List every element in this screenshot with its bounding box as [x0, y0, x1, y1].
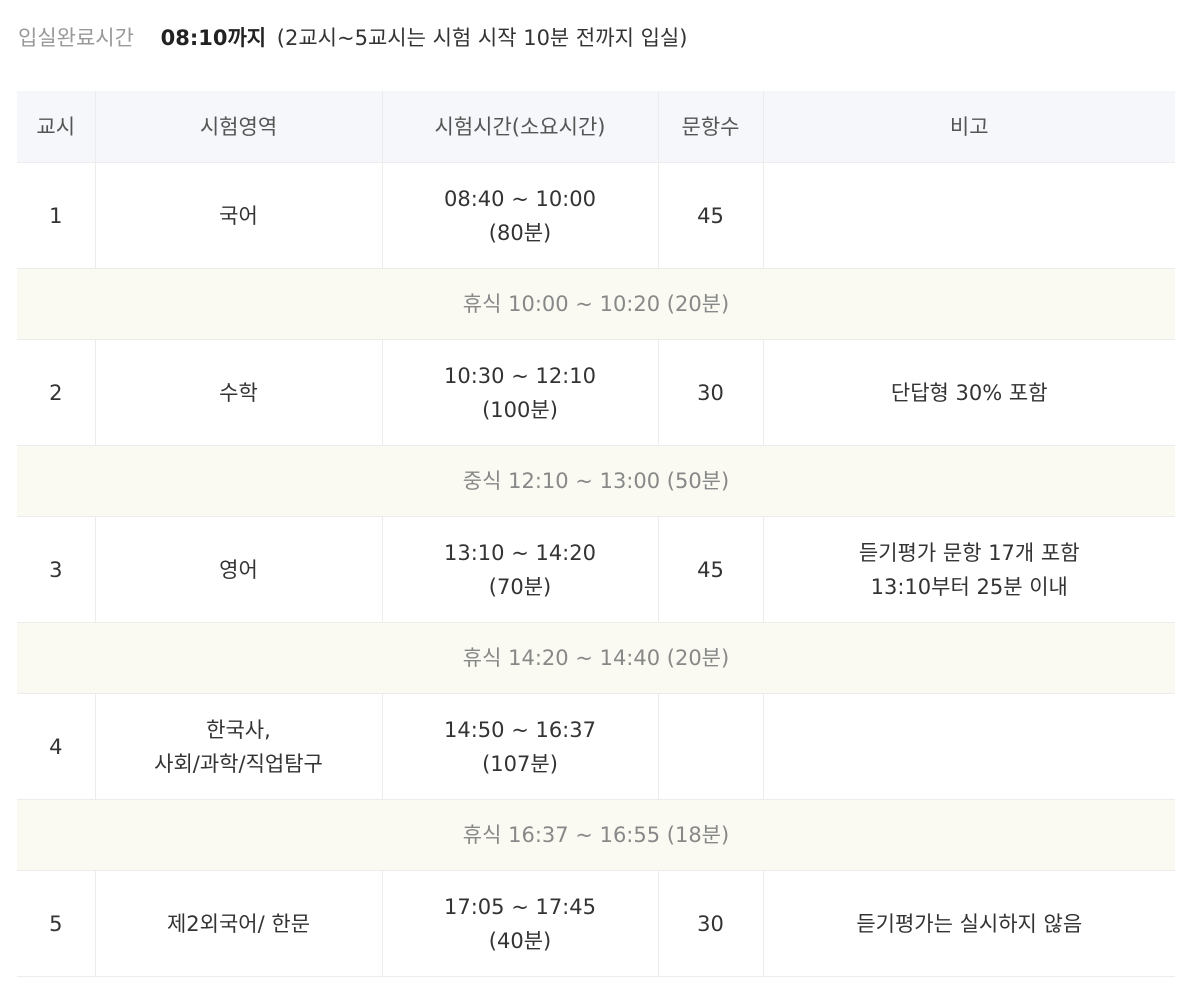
break-text: 휴식 10:00 ~ 10:20 (20분) [17, 268, 1175, 340]
count-cell: 45 [657, 162, 763, 269]
duration: (80분) [488, 220, 552, 245]
time-cell: 13:10 ~ 14:20 (70분) [381, 516, 658, 623]
duration: (107분) [482, 751, 558, 776]
period-cell: 4 [17, 693, 95, 800]
note-line: 13:10부터 25분 이내 [870, 574, 1068, 599]
break-row: 휴식 10:00 ~ 10:20 (20분) [17, 268, 1175, 340]
note-cell: 듣기평가 문항 17개 포함 13:10부터 25분 이내 [762, 516, 1175, 623]
exam-row: 1 국어 08:40 ~ 10:00 (80분) 45 [17, 162, 1175, 269]
subject: 영어 [219, 557, 258, 582]
note-cell: 단답형 30% 포함 [762, 339, 1175, 446]
subject: 국어 [219, 203, 258, 228]
note-line: 단답형 30% 포함 [890, 380, 1048, 405]
break-text: 중식 12:10 ~ 13:00 (50분) [17, 445, 1175, 517]
time-range: 14:50 ~ 16:37 [444, 717, 596, 742]
time-range: 17:05 ~ 17:45 [444, 894, 596, 919]
duration: (100분) [482, 397, 558, 422]
exam-row: 5 제2외국어/ 한문 17:05 ~ 17:45 (40분) 30 듣기평가는 … [17, 870, 1175, 977]
time-cell: 10:30 ~ 12:10 (100분) [381, 339, 658, 446]
exam-schedule-table: 교시 시험영역 시험시간(소요시간) 문항수 비고 1 국어 08:40 ~ 1… [17, 91, 1175, 977]
time-range: 10:30 ~ 12:10 [444, 363, 596, 388]
header-subject: 시험영역 [94, 91, 382, 163]
count-cell: 30 [657, 339, 763, 446]
subject-cell: 국어 [94, 162, 382, 269]
entry-time-label: 입실완료시간 [18, 26, 134, 50]
subject-line: 한국사, [206, 717, 271, 742]
note-cell: 듣기평가는 실시하지 않음 [762, 870, 1175, 977]
count-cell: 45 [657, 516, 763, 623]
period-cell: 5 [17, 870, 95, 977]
break-row: 중식 12:10 ~ 13:00 (50분) [17, 445, 1175, 517]
subject: 수학 [219, 380, 258, 405]
break-row: 휴식 14:20 ~ 14:40 (20분) [17, 622, 1175, 694]
subject: 제2외국어/ 한문 [166, 911, 311, 936]
note-cell [762, 162, 1175, 269]
entry-time-notice: 입실완료시간 08:10까지 (2교시~5교시는 시험 시작 10분 전까지 입… [18, 22, 687, 52]
period-cell: 1 [17, 162, 95, 269]
subject-cell: 수학 [94, 339, 382, 446]
note-line: 듣기평가는 실시하지 않음 [856, 911, 1083, 936]
entry-time-value: 08:10까지 [160, 26, 267, 50]
header-period: 교시 [17, 91, 95, 163]
subject-cell: 한국사, 사회/과학/직업탐구 [94, 693, 382, 800]
break-text: 휴식 16:37 ~ 16:55 (18분) [17, 799, 1175, 871]
time-cell: 17:05 ~ 17:45 (40분) [381, 870, 658, 977]
break-text: 휴식 14:20 ~ 14:40 (20분) [17, 622, 1175, 694]
header-note: 비고 [762, 91, 1175, 163]
subject-cell: 제2외국어/ 한문 [94, 870, 382, 977]
exam-row: 2 수학 10:30 ~ 12:10 (100분) 30 단답형 30% 포함 [17, 339, 1175, 446]
period-cell: 3 [17, 516, 95, 623]
break-row: 휴식 16:37 ~ 16:55 (18분) [17, 799, 1175, 871]
time-range: 08:40 ~ 10:00 [444, 186, 596, 211]
duration: (40분) [488, 928, 552, 953]
header-count: 문항수 [657, 91, 763, 163]
table-header-row: 교시 시험영역 시험시간(소요시간) 문항수 비고 [17, 91, 1175, 163]
note-line: 듣기평가 문항 17개 포함 [858, 540, 1080, 565]
note-cell [762, 693, 1175, 800]
time-cell: 14:50 ~ 16:37 (107분) [381, 693, 658, 800]
time-range: 13:10 ~ 14:20 [444, 540, 596, 565]
count-cell [657, 693, 763, 800]
exam-row: 3 영어 13:10 ~ 14:20 (70분) 45 듣기평가 문항 17개 포… [17, 516, 1175, 623]
subject-line: 사회/과학/직업탐구 [154, 751, 323, 776]
count-cell: 30 [657, 870, 763, 977]
period-cell: 2 [17, 339, 95, 446]
duration: (70분) [488, 574, 552, 599]
exam-row: 4 한국사, 사회/과학/직업탐구 14:50 ~ 16:37 (107분) [17, 693, 1175, 800]
entry-time-detail: (2교시~5교시는 시험 시작 10분 전까지 입실) [276, 26, 688, 50]
header-time: 시험시간(소요시간) [381, 91, 658, 163]
time-cell: 08:40 ~ 10:00 (80분) [381, 162, 658, 269]
subject-cell: 영어 [94, 516, 382, 623]
